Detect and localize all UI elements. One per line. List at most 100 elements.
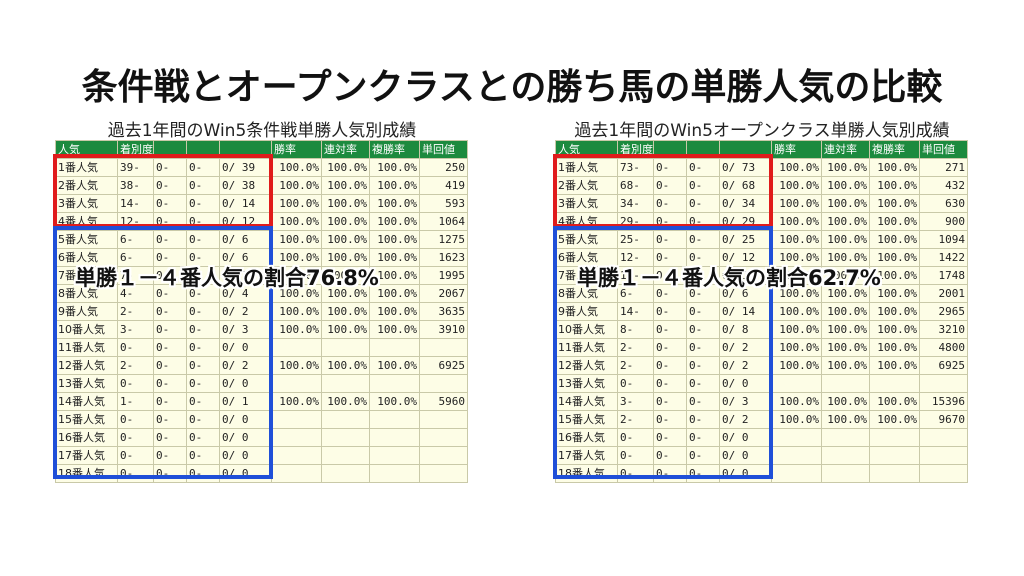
other-total-cell: 0/ 14 xyxy=(219,194,272,213)
third-count-cell: 0- xyxy=(186,230,220,249)
show-rate-cell xyxy=(869,446,920,465)
win-rate-cell xyxy=(771,446,822,465)
table-row: 6番人気 12- 0- 0- 0/ 12 100.0% 100.0% 100.0% 1422 xyxy=(555,248,968,267)
place-rate-cell: 100.0% xyxy=(321,392,370,411)
table-row: 8番人気 4- 0- 0- 0/ 4 100.0% 100.0% 100.0% 2067 xyxy=(55,284,468,303)
win-return-cell xyxy=(419,374,468,393)
second-count-cell: 0- xyxy=(653,338,687,357)
show-rate-cell xyxy=(369,338,420,357)
place-rate-cell: 100.0% xyxy=(821,392,870,411)
place-rate-cell: 100.0% xyxy=(321,212,370,231)
table-row: 11番人気 2- 0- 0- 0/ 2 100.0% 100.0% 100.0% 4800 xyxy=(555,338,968,357)
win-count-cell: 25- xyxy=(617,230,654,249)
popularity-rank-cell: 1番人気 xyxy=(55,158,118,177)
show-rate-cell: 100.0% xyxy=(369,356,420,375)
top4-highlight-box xyxy=(53,154,273,228)
table-row: 3番人気 34- 0- 0- 0/ 34 100.0% 100.0% 100.0% 630 xyxy=(555,194,968,213)
show-rate-cell xyxy=(369,446,420,465)
win-rate-cell: 100.0% xyxy=(271,266,322,285)
win-rate-cell xyxy=(271,410,322,429)
place-rate-cell: 100.0% xyxy=(321,302,370,321)
show-rate-cell: 100.0% xyxy=(369,302,420,321)
table-row: 2番人気 68- 0- 0- 0/ 68 100.0% 100.0% 100.0% 432 xyxy=(555,176,968,195)
win-return-cell: 1275 xyxy=(419,230,468,249)
table-row: 7番人気 7- 0- 0- 0/ 7 100.0% 100.0% 100.0% 1995 xyxy=(55,266,468,285)
other-total-cell: 0/ 3 xyxy=(219,320,272,339)
win-rate-cell: 100.0% xyxy=(271,356,322,375)
win-count-cell: 0- xyxy=(117,410,154,429)
other-total-cell: 0/ 2 xyxy=(219,356,272,375)
third-count-cell: 0- xyxy=(686,428,720,447)
show-rate-cell: 100.0% xyxy=(869,266,920,285)
show-rate-cell: 100.0% xyxy=(869,356,920,375)
other-total-cell: 0/ 1 xyxy=(219,392,272,411)
third-count-cell: 0- xyxy=(186,374,220,393)
column-header: 複勝率 xyxy=(869,140,920,159)
place-rate-cell: 100.0% xyxy=(821,410,870,429)
win-return-cell: 3210 xyxy=(919,320,968,339)
win-return-cell: 3910 xyxy=(419,320,468,339)
win-rate-cell: 100.0% xyxy=(271,248,322,267)
second-count-cell: 0- xyxy=(653,320,687,339)
second-count-cell: 0- xyxy=(153,320,187,339)
rank5plus-highlight-box xyxy=(53,226,273,479)
top4-highlight-box xyxy=(553,154,773,228)
place-rate-cell: 100.0% xyxy=(321,176,370,195)
table-row: 9番人気 14- 0- 0- 0/ 14 100.0% 100.0% 100.0% 2965 xyxy=(555,302,968,321)
show-rate-cell: 100.0% xyxy=(369,194,420,213)
popularity-rank-cell: 17番人気 xyxy=(55,446,118,465)
win-count-cell: 15- xyxy=(617,266,654,285)
place-rate-cell xyxy=(321,428,370,447)
other-total-cell: 0/ 4 xyxy=(219,284,272,303)
other-total-cell: 0/ 6 xyxy=(219,230,272,249)
win-return-cell: 3635 xyxy=(419,302,468,321)
popularity-rank-cell: 9番人気 xyxy=(55,302,118,321)
third-count-cell: 0- xyxy=(686,410,720,429)
win-return-cell xyxy=(419,464,468,483)
win-rate-cell: 100.0% xyxy=(771,230,822,249)
win-rate-cell: 100.0% xyxy=(771,266,822,285)
place-rate-cell: 100.0% xyxy=(321,230,370,249)
place-rate-cell xyxy=(821,446,870,465)
win-return-cell xyxy=(419,446,468,465)
other-total-cell: 0/ 14 xyxy=(719,302,772,321)
win-return-cell: 2965 xyxy=(919,302,968,321)
table-row: 11番人気 0- 0- 0- 0/ 0 xyxy=(55,338,468,357)
place-rate-cell: 100.0% xyxy=(321,356,370,375)
show-rate-cell: 100.0% xyxy=(869,158,920,177)
popularity-rank-cell: 12番人気 xyxy=(555,356,618,375)
third-count-cell: 0- xyxy=(186,446,220,465)
place-rate-cell: 100.0% xyxy=(821,302,870,321)
win-rate-cell: 100.0% xyxy=(771,248,822,267)
win-return-cell: 1623 xyxy=(419,248,468,267)
table-row: 13番人気 0- 0- 0- 0/ 0 xyxy=(55,374,468,393)
win-return-cell: 900 xyxy=(919,212,968,231)
show-rate-cell: 100.0% xyxy=(369,158,420,177)
win-rate-cell: 100.0% xyxy=(271,212,322,231)
table-row: 10番人気 8- 0- 0- 0/ 8 100.0% 100.0% 100.0% 3210 xyxy=(555,320,968,339)
show-rate-cell: 100.0% xyxy=(869,410,920,429)
place-rate-cell: 100.0% xyxy=(821,248,870,267)
popularity-rank-cell: 15番人気 xyxy=(555,410,618,429)
second-count-cell: 0- xyxy=(653,356,687,375)
table-row: 17番人気 0- 0- 0- 0/ 0 xyxy=(555,446,968,465)
win-return-cell: 9670 xyxy=(919,410,968,429)
win-return-cell: 1094 xyxy=(919,230,968,249)
win-return-cell: 15396 xyxy=(919,392,968,411)
third-count-cell: 0- xyxy=(686,248,720,267)
win-return-cell xyxy=(919,374,968,393)
popularity-rank-cell: 17番人気 xyxy=(555,446,618,465)
table-row: 17番人気 0- 0- 0- 0/ 0 xyxy=(55,446,468,465)
show-rate-cell: 100.0% xyxy=(869,212,920,231)
place-rate-cell: 100.0% xyxy=(321,158,370,177)
win-rate-cell: 100.0% xyxy=(771,338,822,357)
win-rate-cell xyxy=(271,446,322,465)
win-rate-cell: 100.0% xyxy=(271,392,322,411)
second-count-cell: 0- xyxy=(153,176,187,195)
popularity-rank-cell: 2番人気 xyxy=(55,176,118,195)
third-count-cell: 0- xyxy=(186,158,220,177)
other-total-cell: 0/ 2 xyxy=(719,410,772,429)
table-row: 3番人気 14- 0- 0- 0/ 14 100.0% 100.0% 100.0% 593 xyxy=(55,194,468,213)
table-row: 14番人気 1- 0- 0- 0/ 1 100.0% 100.0% 100.0% 5960 xyxy=(55,392,468,411)
